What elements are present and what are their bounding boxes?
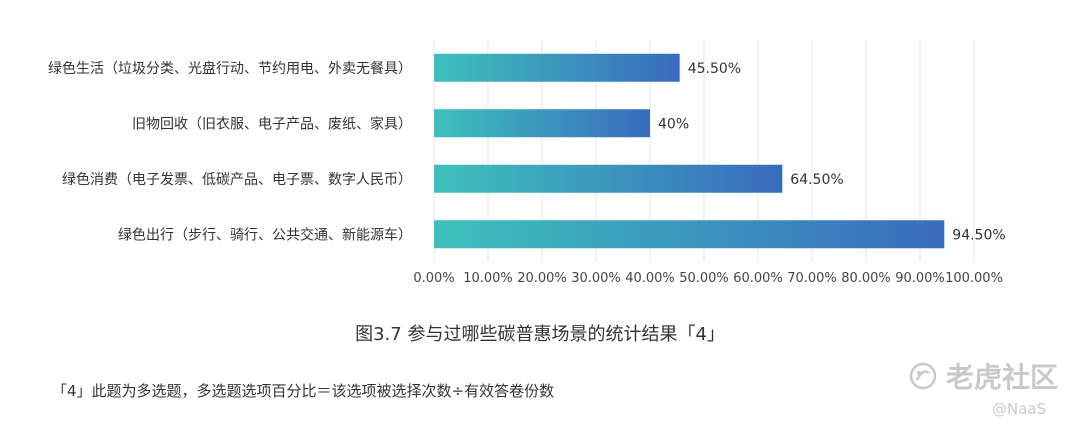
bar-chart: 绿色生活（垃圾分类、光盘行动、节约用电、外卖无餐具） 旧物回收（旧衣服、电子产品、… <box>48 40 1006 286</box>
x-tick-label: 70.00% <box>787 271 837 286</box>
bar <box>434 53 680 82</box>
x-tick-label: 100.00% <box>945 271 1003 286</box>
x-tick-label: 50.00% <box>679 271 729 286</box>
category-label: 绿色出行（步行、骑行、公共交通、新能源车） <box>118 226 412 243</box>
chart-caption: 图3.7 参与过哪些碳普惠场景的统计结果「4」 <box>355 324 725 345</box>
data-label: 64.50% <box>790 172 843 188</box>
x-tick-label: 30.00% <box>571 271 621 286</box>
x-tick-label: 10.00% <box>463 271 513 286</box>
watermark: 老虎社区 <box>908 356 1058 396</box>
category-label: 绿色生活（垃圾分类、光盘行动、节约用电、外卖无餐具） <box>48 60 412 77</box>
bars <box>434 53 945 249</box>
x-tick-label: 20.00% <box>517 271 567 286</box>
bar <box>434 109 650 138</box>
x-tick-label: 0.00% <box>413 271 454 286</box>
x-tick-label: 90.00% <box>895 271 945 286</box>
x-axis-ticks: 0.00% 10.00% 20.00% 30.00% 40.00% 50.00% 60.00… <box>413 271 1003 286</box>
x-tick-label: 80.00% <box>841 271 891 286</box>
category-labels: 绿色生活（垃圾分类、光盘行动、节约用电、外卖无餐具） 旧物回收（旧衣服、电子产品、… <box>48 60 412 244</box>
data-label: 45.50% <box>688 61 741 77</box>
data-label: 94.50% <box>952 227 1005 243</box>
footnote: 「4」此题为多选题，多选题选项百分比＝该选项被选择次数÷有效答卷份数 <box>52 382 555 400</box>
watermark-brand: 老虎社区 <box>946 361 1059 394</box>
tiger-logo-icon <box>909 362 937 390</box>
category-label: 旧物回收（旧衣服、电子产品、废纸、家具） <box>132 115 412 132</box>
bar <box>434 164 783 193</box>
category-label: 绿色消费（电子发票、低碳产品、电子票、数字人民币） <box>62 171 412 188</box>
x-tick-label: 40.00% <box>625 271 675 286</box>
value-labels: 45.50% 40% 64.50% 94.50% <box>658 61 1006 244</box>
bar <box>434 220 945 249</box>
data-label: 40% <box>658 116 689 132</box>
watermark-user: @NaaS <box>992 400 1047 418</box>
x-tick-label: 60.00% <box>733 271 783 286</box>
